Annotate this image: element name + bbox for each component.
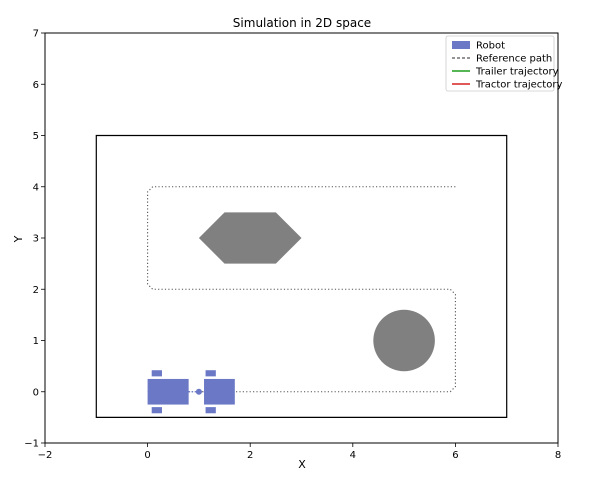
plot-area bbox=[95, 134, 508, 418]
y-tick-label: 6 bbox=[33, 80, 39, 91]
y-tick-label: 2 bbox=[33, 285, 39, 296]
robot-hitch-joint bbox=[195, 388, 202, 395]
y-tick-label: −1 bbox=[24, 439, 39, 450]
legend: Robot Reference path Trailer trajectory Tra… bbox=[445, 35, 562, 92]
legend-label: Reference path bbox=[476, 54, 552, 65]
chart-title: Simulation in 2D space bbox=[233, 16, 371, 30]
x-tick-label: 8 bbox=[555, 450, 561, 461]
y-tick-label: 5 bbox=[33, 131, 39, 142]
y-tick-label: 1 bbox=[33, 336, 39, 347]
y-tick-label: 7 bbox=[33, 29, 39, 40]
x-tick-label: 4 bbox=[350, 450, 356, 461]
y-axis-label: Y bbox=[12, 235, 25, 243]
obstacle-circle bbox=[373, 309, 435, 372]
y-tick-label: 4 bbox=[33, 182, 39, 193]
robot-wheel bbox=[151, 370, 162, 377]
robot-wheel bbox=[205, 370, 216, 377]
robot-wheel bbox=[205, 407, 216, 414]
x-axis-label: X bbox=[298, 458, 306, 471]
y-tick-label: 3 bbox=[33, 234, 39, 245]
boundary-rectangle bbox=[95, 134, 508, 418]
y-tick-label: 0 bbox=[33, 387, 39, 398]
x-tick-label: 2 bbox=[247, 450, 253, 461]
robot-wheel bbox=[151, 407, 162, 414]
x-tick-label: 6 bbox=[452, 450, 458, 461]
robot-trailer-body bbox=[147, 378, 189, 405]
x-tick-label: 0 bbox=[144, 450, 150, 461]
legend-swatch-robot bbox=[452, 41, 470, 49]
legend-box bbox=[445, 35, 555, 92]
legend-label: Trailer trajectory bbox=[475, 67, 559, 78]
robot-tractor-body bbox=[204, 378, 235, 405]
reference-path-line bbox=[147, 186, 456, 393]
legend-label: Tractor trajectory bbox=[475, 80, 562, 91]
obstacle-hexagon bbox=[198, 212, 302, 264]
x-tick-label: −2 bbox=[38, 450, 53, 461]
legend-label: Robot bbox=[476, 41, 505, 52]
ticks: −2 0 2 4 6 8 −1 0 1 2 3 4 5 6 7 bbox=[24, 29, 561, 462]
